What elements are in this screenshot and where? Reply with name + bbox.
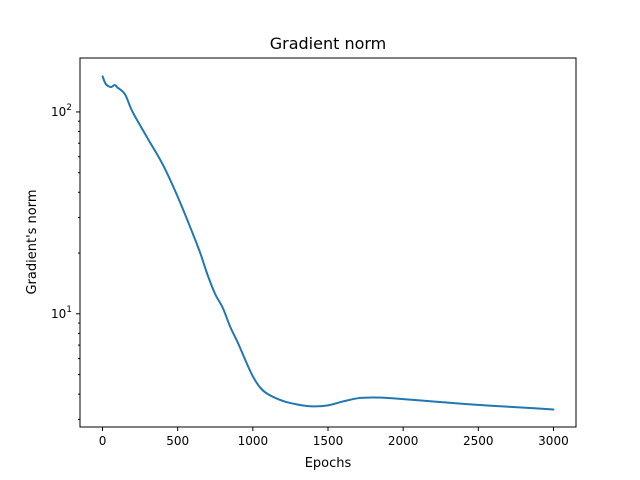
plot-series [101,75,555,411]
plot-frame [79,57,577,428]
x-tick-label: 0 [99,434,107,448]
x-tick-label: 2500 [463,434,494,448]
x-axis-label: Epochs [305,456,352,471]
y-tick-base: 10 [51,307,66,321]
x-tick-label: 500 [166,434,189,448]
y-tick-exponent: 1 [66,305,72,315]
x-tick-label: 2000 [388,434,419,448]
y-axis-label: Gradient's norm [25,189,40,294]
x-tick-label: 1500 [313,434,344,448]
y-tick-label: 102 [51,103,72,119]
x-ticks: 0 500 1000 1500 2000 2500 3000 [99,427,569,448]
x-tick-label: 3000 [538,434,569,448]
y-tick-base: 10 [51,105,66,119]
y-tick-label: 101 [51,305,72,321]
chart-title: Gradient norm [270,34,387,53]
y-tick-exponent: 2 [66,103,72,113]
series-line [101,75,555,411]
x-tick-label: 1000 [238,434,269,448]
